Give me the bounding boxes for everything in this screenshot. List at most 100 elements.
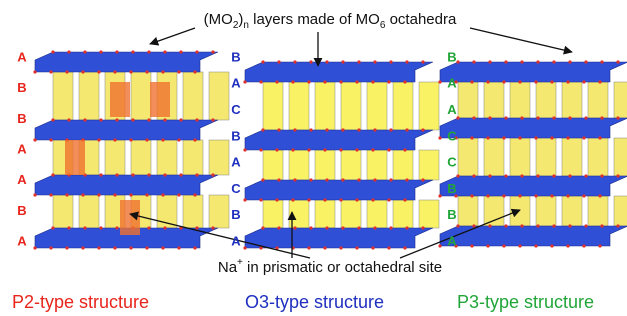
oxygen (405, 128, 408, 131)
mo2-layer (440, 226, 627, 246)
oxygen (243, 80, 246, 83)
oxygen (518, 244, 521, 247)
na-site (263, 150, 283, 180)
annotation-part: in prismatic or octahedral site (243, 259, 442, 276)
oxygen (261, 226, 264, 229)
oxygen (261, 60, 264, 63)
oxygen (113, 246, 116, 249)
stacking-letter: C (231, 102, 241, 117)
oxygen (161, 70, 164, 73)
oxygen (357, 60, 360, 63)
oxygen (488, 174, 491, 177)
na-site (315, 82, 335, 130)
oxygen (403, 80, 406, 83)
oxygen (536, 224, 539, 227)
na-site (419, 150, 439, 180)
structure-diagram: (MO2)n layers made of MO6 octahedra Na+ … (0, 0, 627, 316)
oxygen (291, 80, 294, 83)
oxygen (293, 60, 296, 63)
oxygen (403, 148, 406, 151)
oxygen (163, 173, 166, 176)
oxygen (534, 80, 537, 83)
oxygen (341, 226, 344, 229)
na-site (183, 140, 203, 175)
structure-caption: P3-type structure (457, 292, 594, 312)
oxygen (129, 246, 132, 249)
oxygen (357, 128, 360, 131)
oxygen (504, 174, 507, 177)
na-site (289, 82, 309, 130)
na-site (53, 72, 73, 120)
oxygen (277, 226, 280, 229)
oxygen (147, 173, 150, 176)
na-site (341, 200, 361, 228)
na-site (484, 138, 504, 176)
oxygen (566, 244, 569, 247)
oxygen (520, 224, 523, 227)
oxygen (177, 193, 180, 196)
mo2-layer (440, 118, 627, 138)
oxygen (472, 116, 475, 119)
oxygen (600, 116, 603, 119)
oxygen (97, 138, 100, 141)
oxygen (179, 173, 182, 176)
oxygen (472, 224, 475, 227)
oxygen (405, 226, 408, 229)
oxygen (456, 116, 459, 119)
oxygen (323, 148, 326, 151)
oxygen (405, 178, 408, 181)
oxygen (357, 178, 360, 181)
oxygen (309, 128, 312, 131)
stacking-letter: B (17, 203, 26, 218)
oxygen (502, 244, 505, 247)
na-site (393, 150, 413, 180)
oxygen (275, 148, 278, 151)
oxygen (403, 246, 406, 249)
oxygen (438, 244, 441, 247)
oxygen (488, 60, 491, 63)
oxygen (339, 148, 342, 151)
stacking-letter: B (447, 181, 456, 196)
na-site (315, 200, 335, 228)
oxygen (355, 246, 358, 249)
na-site (105, 140, 125, 175)
oxygen (582, 136, 585, 139)
oxygen (131, 118, 134, 121)
oxygen (341, 178, 344, 181)
oxygen (373, 226, 376, 229)
oxygen (582, 80, 585, 83)
oxygen (582, 194, 585, 197)
oxygen (129, 70, 132, 73)
oxygen (405, 60, 408, 63)
oxygen (193, 70, 196, 73)
na-site (588, 196, 608, 226)
na-site (536, 138, 556, 176)
oxygen (584, 174, 587, 177)
oxygen (325, 60, 328, 63)
na-site (588, 138, 608, 176)
oxygen (113, 138, 116, 141)
oxygen (536, 116, 539, 119)
na-site (419, 200, 439, 228)
na-site (458, 82, 478, 118)
oxygen (598, 80, 601, 83)
oxygen (259, 198, 262, 201)
oxygen (355, 148, 358, 151)
stacking-letter: A (447, 76, 457, 91)
oxygen (113, 193, 116, 196)
oxygen (67, 118, 70, 121)
oxygen (534, 194, 537, 197)
mo2-layer (245, 130, 433, 150)
oxygen (275, 80, 278, 83)
oxygen (387, 246, 390, 249)
oxygen (387, 80, 390, 83)
oxygen (309, 60, 312, 63)
oxygen (293, 128, 296, 131)
stacking-letter: C (447, 155, 457, 170)
na-site (536, 82, 556, 118)
oxygen (568, 224, 571, 227)
oxygen (65, 246, 68, 249)
na-site (458, 138, 478, 176)
oxygen (584, 224, 587, 227)
oxygen (323, 80, 326, 83)
